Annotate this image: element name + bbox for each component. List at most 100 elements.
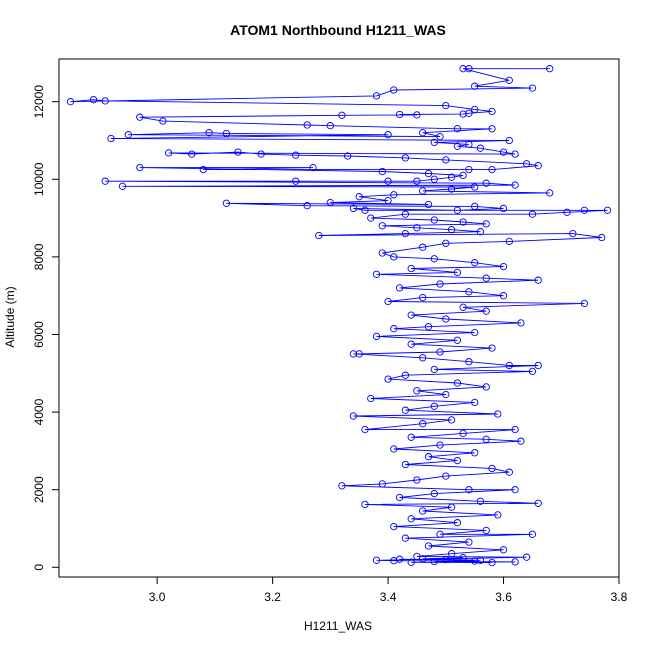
data-point (436, 348, 444, 356)
data-point (447, 416, 456, 424)
data-point (390, 325, 398, 333)
data-point (430, 175, 438, 183)
data-point (101, 177, 109, 185)
data-point (465, 358, 473, 366)
data-point (303, 202, 311, 210)
data-point (344, 152, 352, 160)
data-point (447, 173, 456, 181)
data-point (188, 150, 196, 158)
x-axis-label: H1211_WAS (304, 619, 372, 633)
data-point (436, 280, 444, 288)
data-point (372, 332, 381, 341)
data-point (378, 480, 386, 488)
data-point (436, 441, 444, 449)
data-point (471, 105, 479, 114)
data-point (159, 117, 167, 125)
data-point (447, 185, 456, 193)
y-tick-label: 10000 (32, 162, 46, 196)
data-point (349, 350, 358, 358)
data-point (459, 553, 467, 562)
data-point (413, 224, 421, 232)
data-point (534, 276, 542, 284)
data-point (378, 222, 386, 230)
data-point (367, 394, 375, 403)
data-point (401, 154, 410, 162)
data-point (447, 550, 456, 558)
data-point (511, 181, 519, 189)
data-point (413, 111, 421, 119)
data-point (569, 229, 577, 238)
y-tick-label: 2000 (32, 476, 46, 503)
data-point (442, 101, 450, 110)
data-point (459, 171, 467, 180)
data-point (395, 555, 404, 563)
data-point (488, 107, 496, 116)
data-point (309, 163, 317, 172)
data-point (505, 136, 513, 145)
data-point (430, 216, 438, 224)
data-point (482, 220, 490, 228)
data-point (430, 402, 438, 410)
data-point (199, 165, 207, 174)
data-point (118, 182, 127, 190)
data-point (482, 383, 490, 391)
data-point (511, 150, 519, 158)
data-point (384, 375, 392, 383)
data-point (471, 82, 479, 90)
data-point (338, 482, 346, 490)
data-point (453, 268, 462, 277)
data-point (292, 177, 300, 185)
data-point (424, 200, 433, 209)
x-tick-label: 3.8 (611, 590, 628, 604)
data-point (89, 96, 98, 104)
data-point (522, 160, 531, 168)
data-point (349, 412, 358, 420)
data-point (528, 210, 537, 218)
data-point (349, 204, 358, 213)
data-point (453, 519, 462, 527)
data-point (303, 121, 311, 129)
data-point (419, 187, 427, 195)
data-point (442, 156, 450, 164)
data-point (465, 65, 473, 73)
data-point (338, 111, 346, 119)
data-point (390, 253, 398, 261)
data-point (476, 556, 485, 564)
data-point (459, 429, 467, 438)
data-point (384, 196, 392, 205)
data-point (534, 499, 542, 507)
data-point (563, 208, 571, 216)
data-point (390, 191, 398, 199)
data-point (488, 558, 496, 567)
data-point (499, 262, 508, 271)
data-point (222, 129, 231, 138)
data-point (453, 336, 462, 344)
series-points (66, 65, 612, 567)
data-point (528, 367, 537, 376)
data-point (234, 148, 242, 156)
data-point (499, 546, 508, 554)
data-point (488, 165, 496, 174)
data-point (419, 129, 427, 137)
data-point (401, 210, 410, 218)
data-point (482, 526, 490, 535)
data-point (471, 557, 479, 565)
data-point (384, 297, 392, 306)
data-point (546, 65, 554, 73)
data-point (459, 65, 467, 73)
data-point (511, 425, 519, 434)
data-point (424, 169, 433, 178)
data-point (361, 206, 369, 214)
data-point (372, 270, 381, 278)
data-point (465, 140, 473, 149)
data-point (511, 558, 519, 566)
data-point (471, 449, 479, 457)
data-point (424, 542, 433, 550)
data-point (546, 189, 554, 197)
data-point (395, 110, 404, 119)
data-point (528, 530, 537, 538)
data-point (598, 233, 606, 242)
data-point (407, 558, 415, 566)
data-point (459, 303, 467, 311)
y-axis-label: Altitude (m) (3, 286, 17, 347)
